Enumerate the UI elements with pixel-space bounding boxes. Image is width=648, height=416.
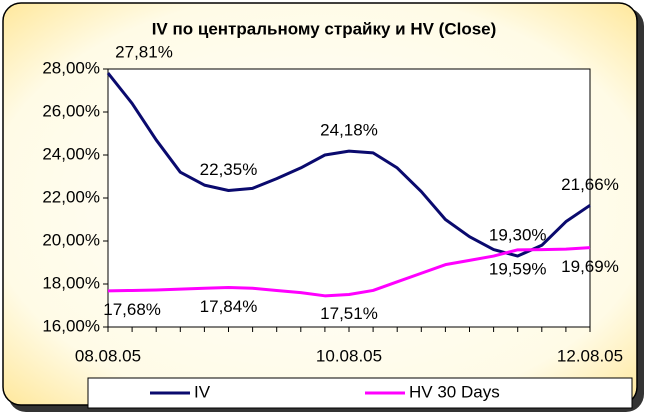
- data-label: 27,81%: [115, 43, 173, 62]
- y-tick-label: 26,00%: [42, 101, 100, 120]
- x-tick-label: 08.08.05: [75, 346, 141, 365]
- legend-label: IV: [194, 382, 211, 401]
- y-tick-label: 28,00%: [42, 58, 100, 77]
- data-label: 22,35%: [200, 160, 258, 179]
- chart-title: IV по центральному страйку и HV (Close): [152, 19, 497, 38]
- legend-label: HV 30 Days: [409, 382, 500, 401]
- x-tick-label: 12.08.05: [557, 346, 623, 365]
- y-tick-label: 18,00%: [42, 273, 100, 292]
- data-label: 24,18%: [320, 121, 378, 140]
- data-label: 17,68%: [103, 300, 161, 319]
- data-label: 19,59%: [489, 259, 547, 278]
- data-label: 19,69%: [561, 257, 619, 276]
- data-label: 17,51%: [320, 304, 378, 323]
- series-line: [107, 246, 591, 298]
- data-label: 19,30%: [489, 226, 547, 245]
- y-tick-label: 20,00%: [42, 230, 100, 249]
- data-label: 17,84%: [200, 297, 258, 316]
- series-line: [106, 72, 591, 258]
- y-tick-label: 22,00%: [42, 187, 100, 206]
- y-tick-label: 24,00%: [42, 144, 100, 163]
- data-label: 21,66%: [561, 175, 619, 194]
- plot-area: [107, 68, 591, 328]
- x-tick-label: 10.08.05: [316, 346, 382, 365]
- y-tick-label: 16,00%: [42, 316, 100, 335]
